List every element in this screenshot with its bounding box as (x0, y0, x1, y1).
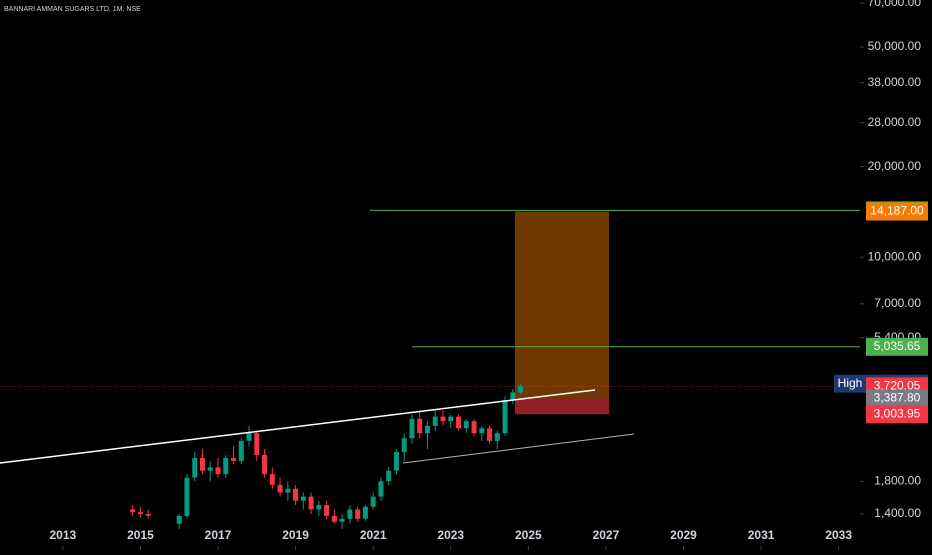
candle-body (417, 418, 423, 434)
candle-body (518, 386, 524, 393)
candle-body (386, 470, 392, 482)
x-tick-label: 2021 (360, 528, 387, 542)
price-tag-name: High (838, 376, 863, 390)
candle-body (401, 438, 407, 453)
candle-body (308, 496, 314, 510)
candle-body (324, 505, 330, 516)
price-tag-label: 3,387.80 (874, 391, 921, 405)
stop-zone (515, 398, 609, 415)
candle-body (130, 509, 136, 513)
target-zone (515, 211, 609, 399)
x-tick-label: 2023 (437, 528, 464, 542)
candle-body (145, 514, 151, 516)
candle-body (339, 518, 345, 522)
candle-body (440, 416, 446, 422)
y-tick-label: 38,000.00 (868, 75, 922, 89)
candle-body (448, 416, 454, 422)
trend-line (0, 389, 596, 464)
candle-body (487, 428, 493, 441)
plot (0, 209, 860, 529)
price-tag (866, 337, 928, 356)
candle-body (246, 433, 252, 441)
x-tick-label: 2033 (825, 528, 852, 542)
y-tick-label: 1,800.00 (874, 473, 921, 487)
y-tick-label: 50,000.00 (868, 39, 922, 53)
candle-body (262, 454, 268, 475)
y-tick-label: 1,400.00 (874, 506, 921, 520)
x-tick-label: 2031 (748, 528, 775, 542)
candle-body (494, 433, 500, 441)
candle-body (199, 457, 205, 471)
candle-body (409, 418, 415, 439)
price-tag-label: 3,720.05 (874, 379, 921, 393)
candle-body (215, 467, 221, 475)
candle-body (331, 515, 337, 522)
price-tag (866, 405, 928, 424)
candle-body (277, 484, 283, 493)
x-tick-label: 2015 (127, 528, 154, 542)
candle-body (316, 505, 322, 510)
candle-body (362, 506, 368, 519)
candle-body (192, 457, 198, 478)
y-tick-label: 20,000.00 (868, 159, 922, 173)
candle-body (231, 457, 237, 462)
candle-body (393, 452, 399, 471)
price-tag-label: 3,003.95 (874, 406, 921, 420)
price-tag-name-box (834, 374, 866, 393)
candle-body (176, 515, 182, 524)
candle-body (456, 416, 462, 429)
candle-body (254, 433, 260, 455)
x-tick-label: 2025 (515, 528, 542, 542)
candle-body (300, 496, 306, 501)
candle-body (370, 496, 376, 507)
candle-body (223, 457, 229, 475)
price-tag-label: 14,187.00 (870, 204, 924, 218)
y-tick-label: 7,000.00 (874, 296, 921, 310)
x-tick-label: 2019 (282, 528, 309, 542)
candle-body (238, 440, 244, 462)
y-tick-label: 70,000.00 (868, 0, 922, 9)
candle-body (347, 509, 353, 519)
candle-body (378, 481, 384, 497)
y-tick-label: 10,000.00 (868, 249, 922, 263)
price-tag (866, 202, 928, 221)
x-tick-label: 2017 (205, 528, 232, 542)
price-tag-label: 5,035.65 (874, 339, 921, 353)
candle-body (293, 488, 299, 501)
candle-body (207, 467, 213, 471)
candle-body (269, 474, 275, 485)
x-tick-label: 2029 (670, 528, 697, 542)
candle-body (479, 428, 485, 434)
candle-body (502, 400, 508, 434)
candle-body (463, 421, 469, 429)
candle-body (285, 488, 291, 493)
candle-body (355, 509, 361, 519)
candle-body (471, 421, 477, 434)
x-tick-label: 2013 (49, 528, 76, 542)
x-tick-label: 2027 (593, 528, 620, 542)
candle-body (137, 512, 143, 515)
price-tag (866, 389, 928, 408)
y-tick-label: 28,000.00 (868, 115, 922, 129)
candle-body (424, 425, 430, 434)
channel-line (402, 433, 635, 464)
candle-body (432, 416, 438, 426)
candle-body (510, 392, 516, 401)
chart-title: BANNARI AMMAN SUGARS LTD, 1M, NSE (4, 6, 141, 13)
candle-body (184, 477, 190, 516)
